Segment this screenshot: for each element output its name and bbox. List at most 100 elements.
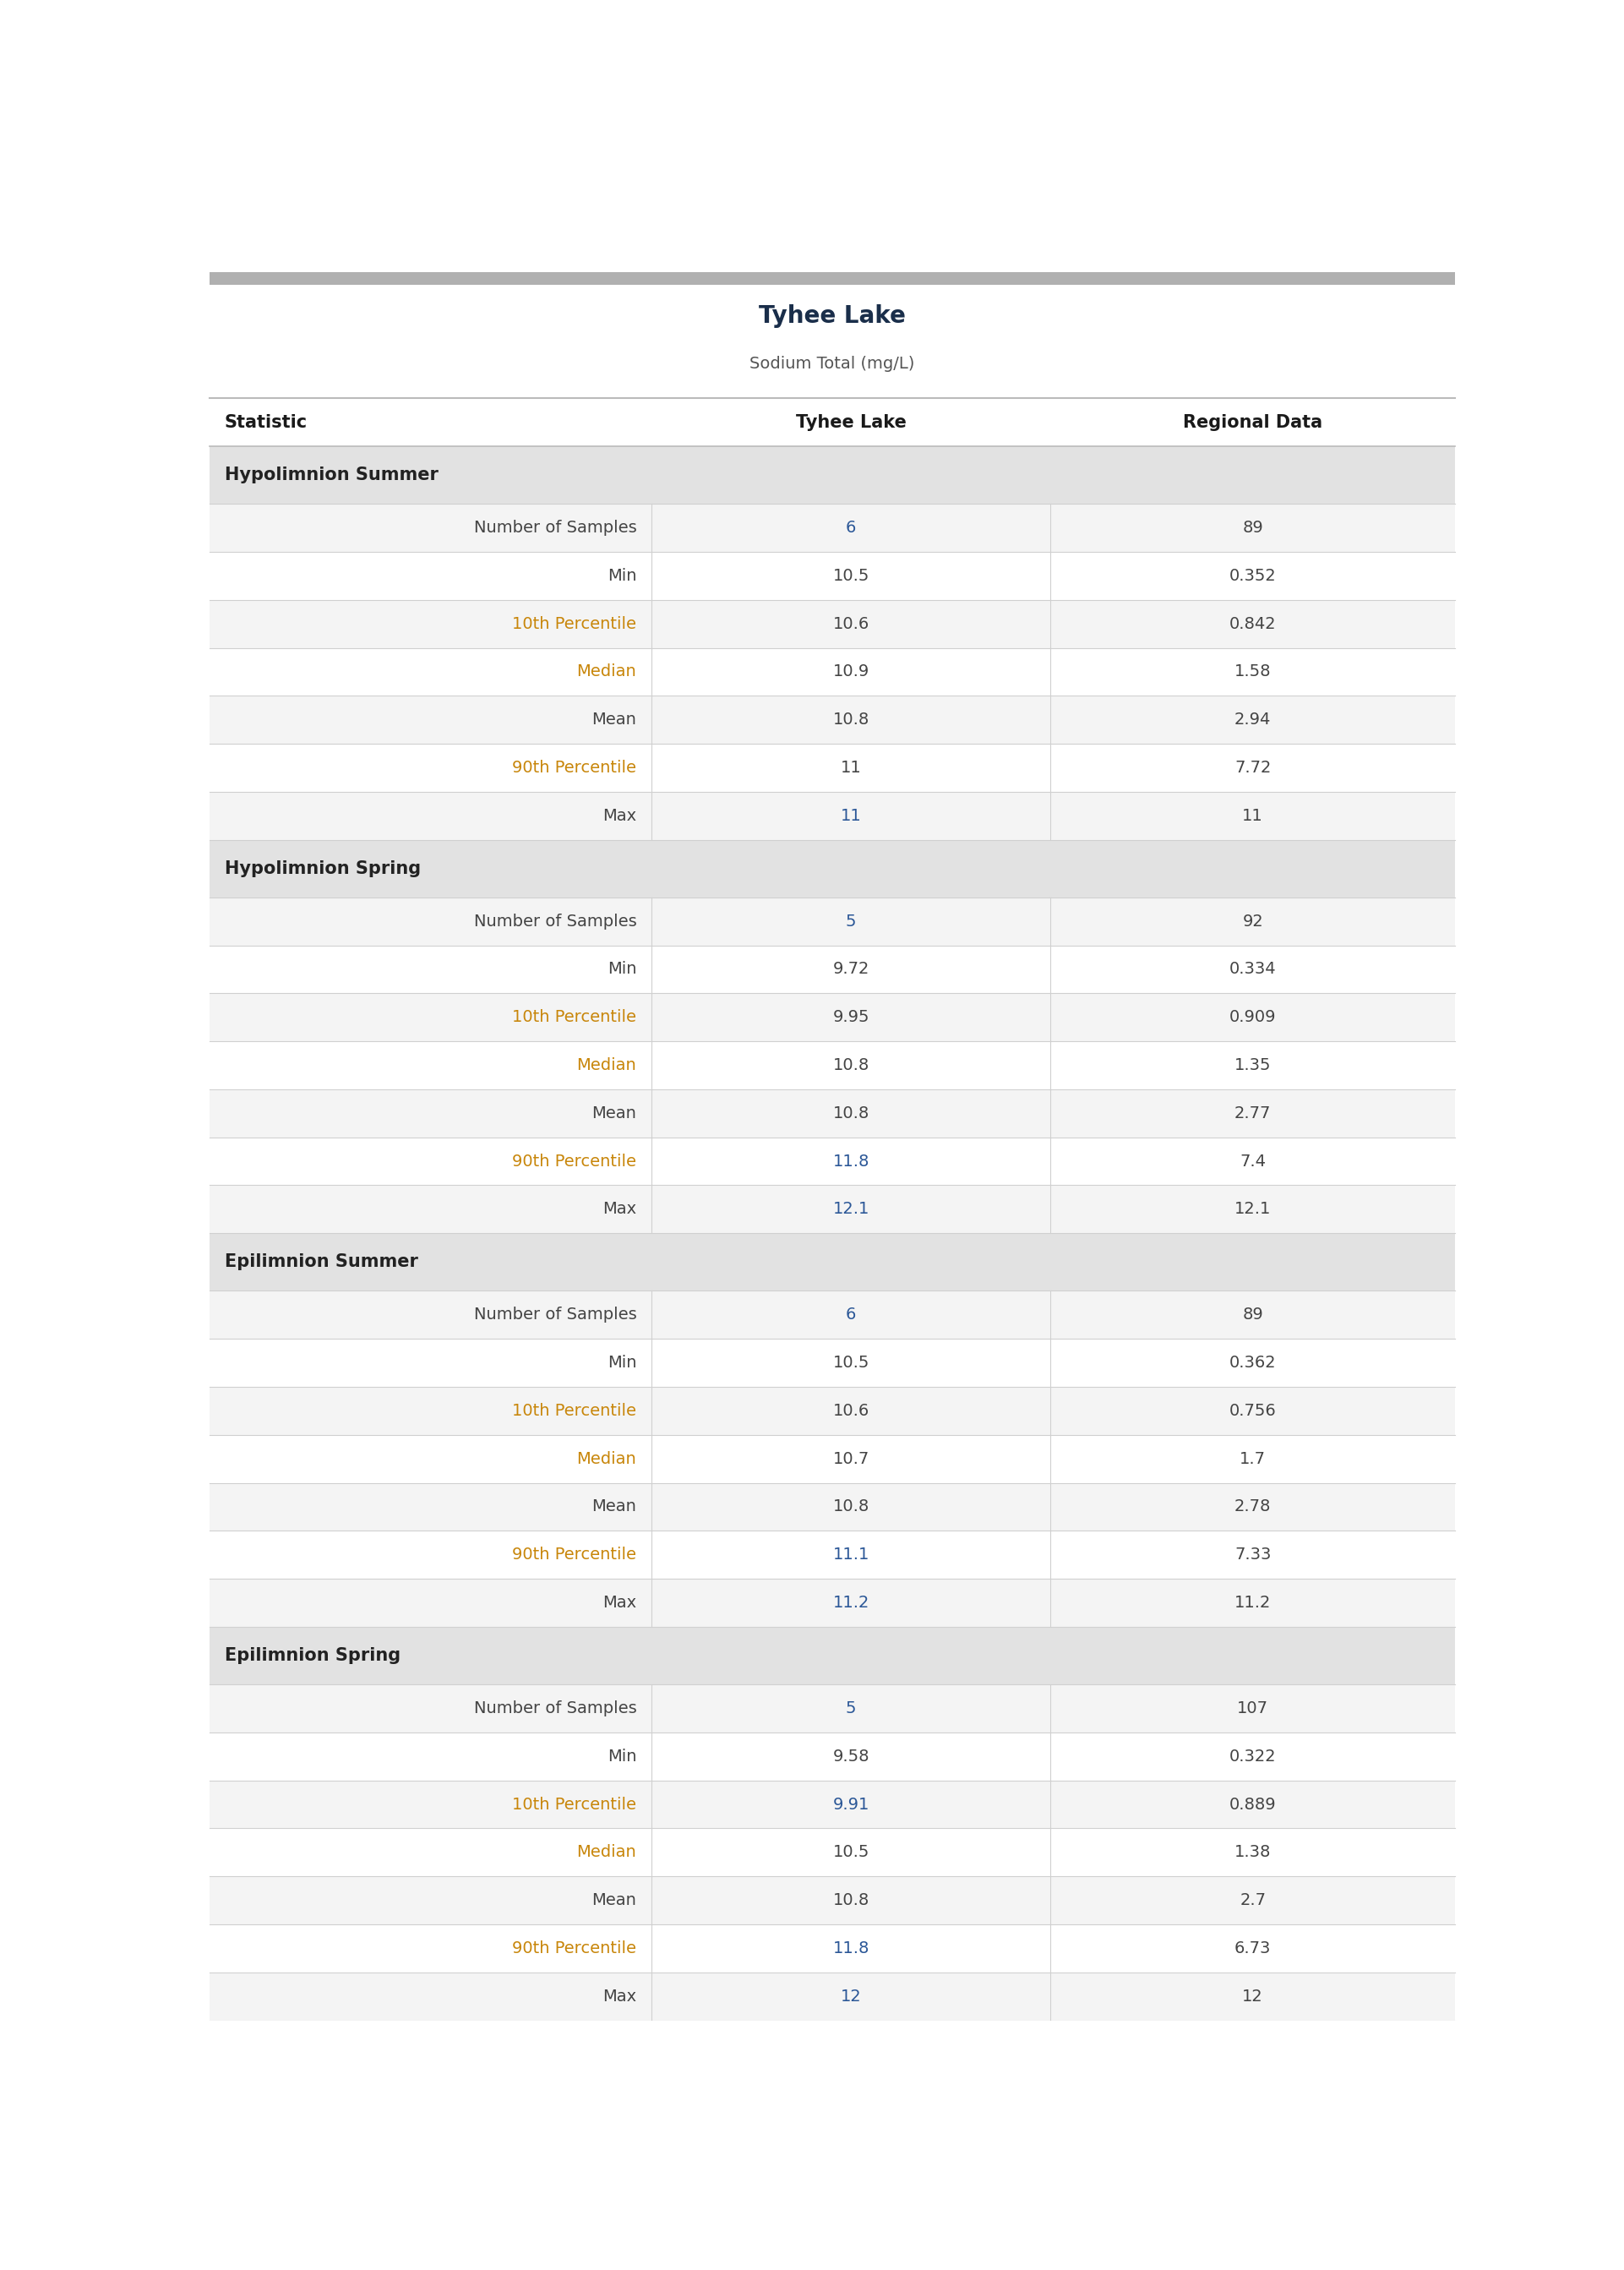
Bar (209, 397, 1455, 447)
Text: 0.334: 0.334 (1229, 960, 1276, 978)
Text: Epilimnion Summer: Epilimnion Summer (224, 1253, 417, 1271)
Text: 90th Percentile: 90th Percentile (512, 1941, 637, 1957)
Text: Mean: Mean (591, 1893, 637, 1909)
Bar (209, 792, 1455, 840)
Bar (209, 599, 1455, 647)
Text: 0.362: 0.362 (1229, 1355, 1276, 1371)
Bar (209, 1339, 1455, 1387)
Text: 7.72: 7.72 (1234, 760, 1272, 776)
Text: 10th Percentile: 10th Percentile (512, 1796, 637, 1811)
Bar (209, 1973, 1455, 2020)
Bar (209, 1684, 1455, 1732)
Text: 11: 11 (1242, 808, 1263, 824)
Text: 10.8: 10.8 (833, 1498, 869, 1514)
Text: Median: Median (577, 663, 637, 679)
Text: Regional Data: Regional Data (1182, 413, 1322, 431)
Bar (209, 1185, 1455, 1233)
Text: 10th Percentile: 10th Percentile (512, 615, 637, 631)
Bar (209, 1877, 1455, 1925)
Text: 12: 12 (1242, 1989, 1263, 2004)
Text: Sodium Total (mg/L): Sodium Total (mg/L) (750, 356, 914, 372)
Bar (209, 1628, 1455, 1684)
Text: 9.95: 9.95 (833, 1010, 869, 1026)
Text: Min: Min (607, 1748, 637, 1764)
Text: 2.78: 2.78 (1234, 1498, 1272, 1514)
Text: Mean: Mean (591, 1105, 637, 1121)
Text: 10.9: 10.9 (833, 663, 869, 679)
Text: 10th Percentile: 10th Percentile (512, 1403, 637, 1419)
Bar (209, 1233, 1455, 1292)
Text: 5: 5 (846, 1700, 856, 1716)
Text: 11.1: 11.1 (833, 1546, 869, 1562)
Bar (209, 272, 1455, 284)
Bar (209, 994, 1455, 1042)
Bar (209, 284, 1455, 397)
Bar (209, 552, 1455, 599)
Text: Mean: Mean (591, 713, 637, 729)
Text: 12: 12 (841, 1989, 861, 2004)
Bar (209, 897, 1455, 944)
Text: Median: Median (577, 1451, 637, 1466)
Bar (209, 840, 1455, 897)
Text: Min: Min (607, 1355, 637, 1371)
Text: 2.77: 2.77 (1234, 1105, 1272, 1121)
Bar (209, 1925, 1455, 1973)
Text: 2.94: 2.94 (1234, 713, 1272, 729)
Text: 11.2: 11.2 (1234, 1596, 1272, 1612)
Text: 0.756: 0.756 (1229, 1403, 1276, 1419)
Bar (209, 1827, 1455, 1877)
Text: 7.4: 7.4 (1239, 1153, 1267, 1169)
Text: 0.909: 0.909 (1229, 1010, 1276, 1026)
Text: 92: 92 (1242, 913, 1263, 928)
Bar (209, 1482, 1455, 1530)
Bar (209, 1137, 1455, 1185)
Text: 10.5: 10.5 (833, 568, 869, 583)
Bar (209, 1090, 1455, 1137)
Text: Hypolimnion Spring: Hypolimnion Spring (224, 860, 421, 876)
Bar (209, 1387, 1455, 1435)
Text: Number of Samples: Number of Samples (474, 913, 637, 928)
Text: 10.6: 10.6 (833, 1403, 869, 1419)
Bar (209, 697, 1455, 745)
Text: Tyhee Lake: Tyhee Lake (758, 304, 906, 329)
Text: 11.8: 11.8 (833, 1941, 869, 1957)
Text: 90th Percentile: 90th Percentile (512, 1546, 637, 1562)
Text: 2.7: 2.7 (1239, 1893, 1267, 1909)
Text: 0.842: 0.842 (1229, 615, 1276, 631)
Bar (209, 1580, 1455, 1628)
Text: Statistic: Statistic (224, 413, 307, 431)
Text: 89: 89 (1242, 1308, 1263, 1323)
Text: 1.35: 1.35 (1234, 1058, 1272, 1074)
Bar (209, 647, 1455, 697)
Bar (209, 944, 1455, 994)
Bar (209, 1530, 1455, 1580)
Text: 10.5: 10.5 (833, 1843, 869, 1861)
Text: 6: 6 (846, 1308, 856, 1323)
Text: 10.6: 10.6 (833, 615, 869, 631)
Text: Number of Samples: Number of Samples (474, 1308, 637, 1323)
Text: 89: 89 (1242, 520, 1263, 536)
Text: 6: 6 (846, 520, 856, 536)
Text: 10.8: 10.8 (833, 1893, 869, 1909)
Text: Max: Max (603, 1201, 637, 1217)
Text: Hypolimnion Summer: Hypolimnion Summer (224, 468, 438, 484)
Text: Tyhee Lake: Tyhee Lake (796, 413, 906, 431)
Bar (209, 1042, 1455, 1090)
Text: 11.2: 11.2 (833, 1596, 869, 1612)
Text: Max: Max (603, 1989, 637, 2004)
Text: Max: Max (603, 808, 637, 824)
Text: 107: 107 (1237, 1700, 1268, 1716)
Text: 11.8: 11.8 (833, 1153, 869, 1169)
Text: 0.352: 0.352 (1229, 568, 1276, 583)
Text: 10.5: 10.5 (833, 1355, 869, 1371)
Text: 1.7: 1.7 (1239, 1451, 1267, 1466)
Bar (209, 1780, 1455, 1827)
Text: 1.38: 1.38 (1234, 1843, 1272, 1861)
Text: 6.73: 6.73 (1234, 1941, 1272, 1957)
Text: Median: Median (577, 1058, 637, 1074)
Bar (209, 1435, 1455, 1482)
Text: 10.8: 10.8 (833, 1058, 869, 1074)
Text: 90th Percentile: 90th Percentile (512, 1153, 637, 1169)
Text: 10th Percentile: 10th Percentile (512, 1010, 637, 1026)
Text: 11: 11 (841, 808, 861, 824)
